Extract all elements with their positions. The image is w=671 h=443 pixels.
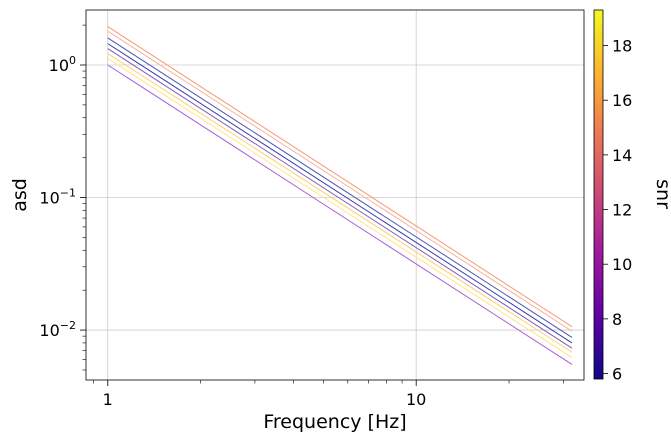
x-axis-label: Frequency [Hz] [263, 411, 406, 433]
plot-frame [85, 9, 585, 381]
series-layer [107, 26, 573, 365]
series-line [107, 58, 573, 359]
minor-tick-layer [82, 24, 564, 384]
grid-layer [86, 10, 584, 380]
series-line [107, 26, 573, 328]
colorbar-tick-label: 10 [612, 255, 632, 274]
series-line [107, 30, 573, 332]
y-axis-label: asd [9, 178, 31, 212]
series-line [107, 37, 573, 338]
series-line [107, 64, 573, 365]
x-tick-label: 1 [103, 390, 113, 409]
series-line [107, 43, 573, 344]
x-tick-label: 10 [406, 390, 426, 409]
colorbar-tick-label: 8 [612, 310, 622, 329]
colorbar-tick-label: 18 [612, 37, 632, 56]
colorbar-tick-label: 14 [612, 146, 632, 165]
series-line [107, 53, 573, 353]
colorbar-tick-label: 16 [612, 91, 632, 110]
colorbar-label: snr [652, 179, 671, 209]
colorbar-tick-label: 6 [612, 365, 622, 384]
colorbar-tick-layer: 6 8 10 12 14 16 18 [603, 37, 632, 384]
colorbar-gradient [593, 9, 604, 380]
y-tick-label: 10−2 [39, 319, 76, 340]
x-tick-layer: 1 10 [103, 380, 426, 409]
colorbar-tick-label: 12 [612, 201, 632, 220]
series-line [107, 48, 573, 349]
colorbar: 6 8 10 12 14 16 18 snr [593, 9, 671, 384]
y-tick-label: 100 [49, 54, 76, 75]
y-tick-layer: 10−2 10−1 100 [39, 54, 86, 340]
y-tick-label: 10−1 [39, 187, 76, 208]
